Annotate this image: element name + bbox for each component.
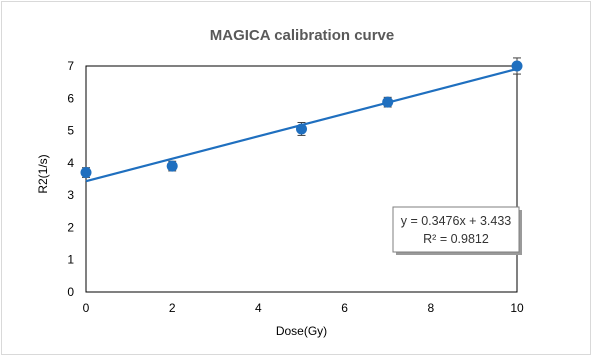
y-tick-label: 5 — [67, 124, 74, 138]
y-tick-label: 1 — [67, 253, 74, 267]
y-tick-label: 0 — [67, 285, 74, 299]
y-axis-label: R2(1/s) — [36, 154, 50, 193]
x-tick-label: 10 — [510, 301, 524, 315]
data-points — [80, 60, 523, 179]
trendline-equation: y = 0.3476x + 3.433 — [401, 214, 512, 228]
data-point — [511, 60, 523, 72]
x-tick-labels: 0 2 4 6 8 10 — [83, 301, 524, 315]
x-tick-label: 2 — [169, 301, 176, 315]
x-tick-label: 6 — [341, 301, 348, 315]
y-tick-label: 2 — [67, 220, 74, 234]
y-tick-label: 3 — [67, 188, 74, 202]
equation-box: y = 0.3476x + 3.433 R² = 0.9812 — [392, 206, 522, 255]
x-axis-label: Dose(Gy) — [276, 324, 327, 338]
y-tick-label: 4 — [67, 156, 74, 170]
data-point — [80, 167, 92, 179]
data-point — [296, 123, 307, 135]
x-tick-label: 4 — [255, 301, 262, 315]
chart-title: MAGICA calibration curve — [210, 27, 394, 44]
y-tick-label: 6 — [67, 91, 74, 105]
x-tick-label: 0 — [83, 301, 90, 315]
plot-area — [85, 65, 518, 293]
y-tick-labels: 0 1 2 3 4 5 6 7 — [67, 59, 74, 299]
y-tick-label: 7 — [67, 59, 74, 73]
data-point — [166, 160, 178, 172]
data-point — [382, 96, 394, 108]
error-bars — [82, 57, 521, 178]
r-squared-label: R² = 0.9812 — [423, 232, 489, 246]
x-tick-label: 8 — [427, 301, 434, 315]
